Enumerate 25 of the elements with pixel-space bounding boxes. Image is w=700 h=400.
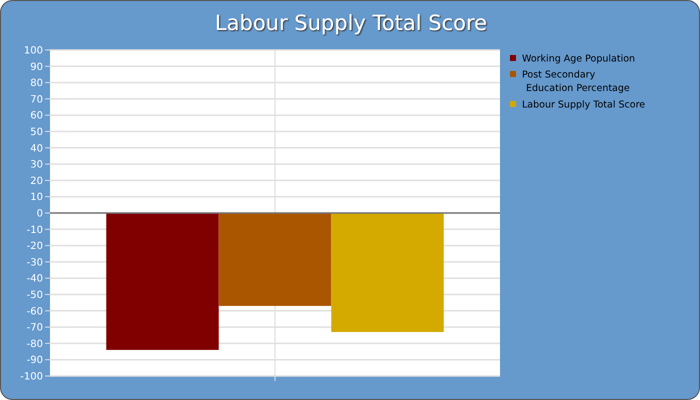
- y-tick-label: -20: [26, 241, 43, 252]
- y-tick-label: 30: [30, 160, 43, 171]
- legend-label: Post Secondary Education Percentage: [522, 69, 630, 94]
- y-tick-label: -90: [26, 355, 43, 366]
- legend-label: Labour Supply Total Score: [522, 99, 646, 110]
- chart-title: Labour Supply Total Score: [214, 11, 488, 35]
- y-tick-label: 20: [30, 176, 43, 187]
- y-tick-label: 50: [30, 127, 43, 138]
- y-tick-label: -80: [26, 338, 43, 350]
- y-tick-label: 60: [30, 110, 43, 122]
- y-tick-label: 70: [30, 94, 43, 106]
- y-tick-label: 40: [30, 143, 43, 154]
- y-tick-label: -60: [26, 306, 43, 318]
- y-tick-label: 80: [30, 78, 43, 90]
- y-tick-label: 0: [36, 208, 43, 220]
- y-tick-label: -10: [26, 224, 43, 236]
- y-tick-label: -30: [26, 257, 43, 268]
- y-tick-label: -50: [26, 290, 43, 301]
- y-tick-label: 10: [30, 192, 43, 204]
- y-tick-label: 90: [30, 62, 43, 73]
- y-tick-label: -40: [26, 274, 43, 285]
- y-tick-label: -70: [26, 322, 43, 334]
- legend-label: Working Age Population: [522, 53, 636, 64]
- y-tick-label: 100: [24, 46, 43, 56]
- y-tick-label: -100: [20, 372, 43, 382]
